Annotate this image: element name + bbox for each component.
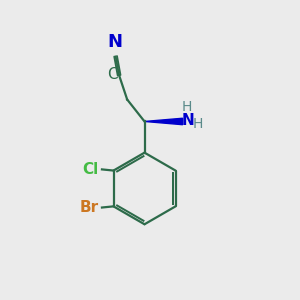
- Text: N: N: [107, 33, 122, 51]
- Text: N: N: [182, 113, 195, 128]
- Text: C: C: [107, 67, 118, 82]
- Text: H: H: [182, 100, 192, 114]
- Text: Cl: Cl: [83, 162, 99, 177]
- Polygon shape: [145, 118, 183, 125]
- Text: H: H: [193, 117, 203, 131]
- Text: Br: Br: [80, 200, 99, 215]
